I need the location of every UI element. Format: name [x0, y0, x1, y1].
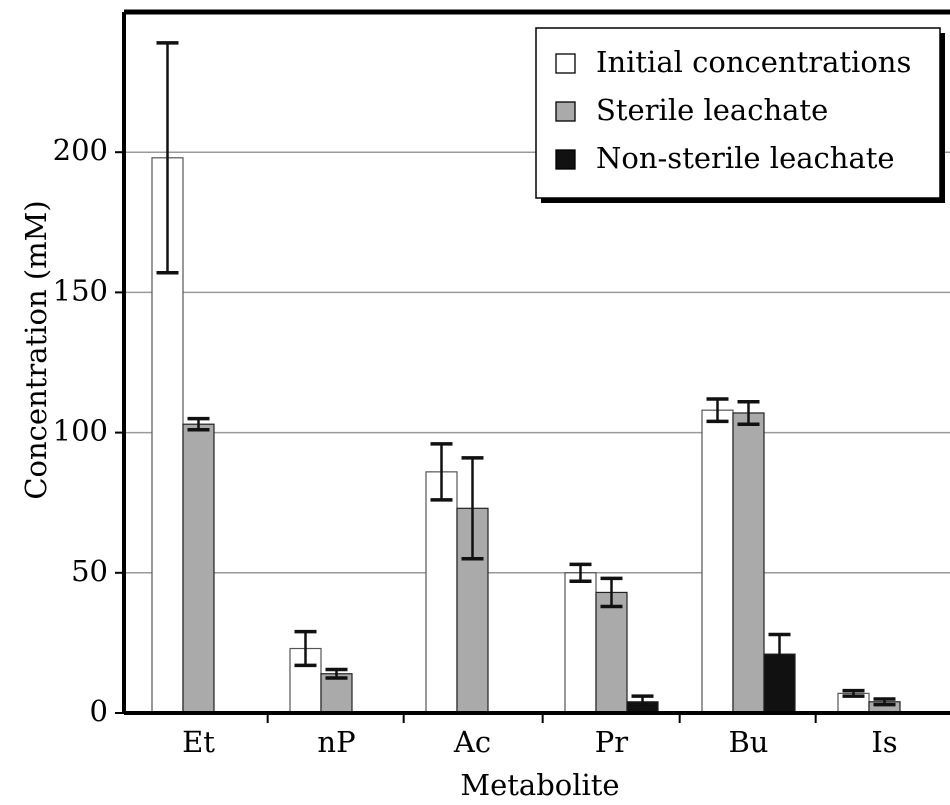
y-tick-label: 200: [53, 133, 108, 167]
legend-label: Sterile leachate: [596, 93, 828, 127]
legend-box: [535, 27, 941, 199]
error-bar-ac-series-2: [461, 456, 484, 561]
category-label-np: nP: [317, 725, 355, 759]
error-bar-np-series-1: [294, 629, 317, 668]
legend-swatch: [555, 53, 576, 74]
error-bars: [156, 41, 896, 710]
x-axis-title: Metabolite: [460, 768, 619, 802]
bar-bu-series-1: [701, 409, 734, 714]
category-labels: Et nP Ac Pr Bu Is: [182, 725, 898, 759]
y-tick-label: 150: [53, 273, 108, 307]
error-bar-is-series-1: [842, 688, 865, 698]
bar-ac-series-1: [425, 471, 458, 714]
bar-pr-series-1: [564, 572, 597, 714]
error-bar-bu-series-2: [737, 400, 760, 426]
legend: Initial concentrations Sterile leachate No…: [535, 27, 945, 203]
bar-pr-series-2: [595, 591, 628, 714]
error-bar-bu-series-1: [706, 397, 729, 424]
category-label-bu: Bu: [729, 725, 769, 759]
legend-swatch: [555, 149, 576, 170]
legend-label: Non-sterile leachate: [596, 141, 895, 175]
category-label-pr: Pr: [595, 725, 629, 759]
bar-et-series-2: [182, 423, 215, 714]
legend-label: Initial concentrations: [596, 45, 911, 79]
y-tick-label: 50: [71, 554, 108, 588]
y-tick-label: 100: [53, 414, 108, 448]
legend-item-3: Non-sterile leachate: [555, 141, 895, 175]
error-bar-ac-series-1: [430, 442, 453, 502]
legend-item-1: Initial concentrations: [555, 45, 911, 79]
error-bar-pr-series-2: [600, 576, 623, 609]
category-label-ac: Ac: [453, 725, 491, 759]
error-bar-et-series-2: [187, 416, 210, 432]
category-label-is: Is: [871, 725, 897, 759]
y-tick-label: 0: [90, 694, 108, 728]
bar-bu-series-2: [732, 412, 765, 714]
error-bar-bu-series-3: [768, 632, 791, 676]
category-label-et: Et: [182, 725, 215, 759]
error-bar-et-series-1: [156, 41, 179, 275]
axes: [115, 9, 950, 723]
error-bar-pr-series-1: [569, 562, 592, 583]
gridlines: [124, 151, 950, 574]
bars: [151, 157, 932, 715]
legend-item-2: Sterile leachate: [555, 93, 828, 127]
error-bar-is-series-2: [873, 697, 896, 707]
error-bar-np-series-2: [325, 667, 348, 680]
legend-swatch: [555, 101, 576, 122]
y-axis-title: Concentration (mM): [19, 200, 53, 499]
y-tick-labels: 0 50 100 150 200: [53, 133, 108, 728]
error-bar-pr-series-3: [631, 694, 654, 710]
